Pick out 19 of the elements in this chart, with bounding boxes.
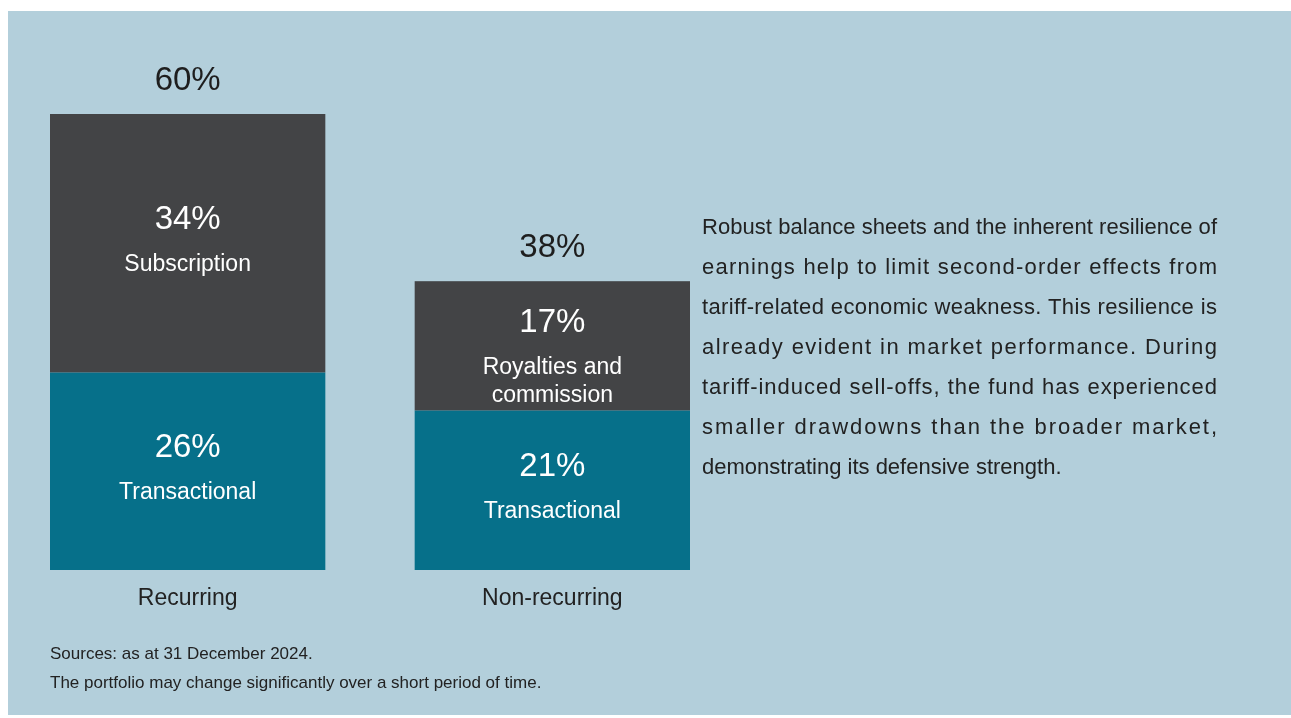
- annotation: Royalties and commission: [482, 352, 623, 407]
- source-note: Sources: as at 31 December 2024.: [50, 644, 313, 663]
- x-tick-label: Non-recurring: [482, 584, 623, 610]
- data-label: 26%: [154, 427, 221, 465]
- bar: [414, 410, 690, 570]
- annotation: Robust balance sheets and the inherent resilience of earnings help to limit second-order effects from tariff-related economic weakness. This resilience is already evident in market performance. During tariff-induced sell-offs, the fund has experienced smaller drawdowns than the broader market, demonstrating its defensive strength.: [702, 214, 1218, 479]
- data-label: 34%: [154, 199, 221, 237]
- x-tick-label: Recurring: [137, 584, 238, 610]
- text: The portfolio may change significantly over a short period of time.: [50, 673, 542, 692]
- annotation: Subscription: [124, 250, 251, 277]
- bar: [50, 372, 326, 570]
- annotation: Transactional: [483, 497, 621, 524]
- bar: [414, 281, 690, 411]
- total-label: 60%: [154, 60, 221, 97]
- bar: [50, 114, 326, 373]
- annotation: Transactional: [119, 478, 257, 505]
- data-label: 21%: [519, 446, 586, 484]
- total-label: 38%: [519, 227, 586, 265]
- data-label: 17%: [519, 301, 586, 339]
